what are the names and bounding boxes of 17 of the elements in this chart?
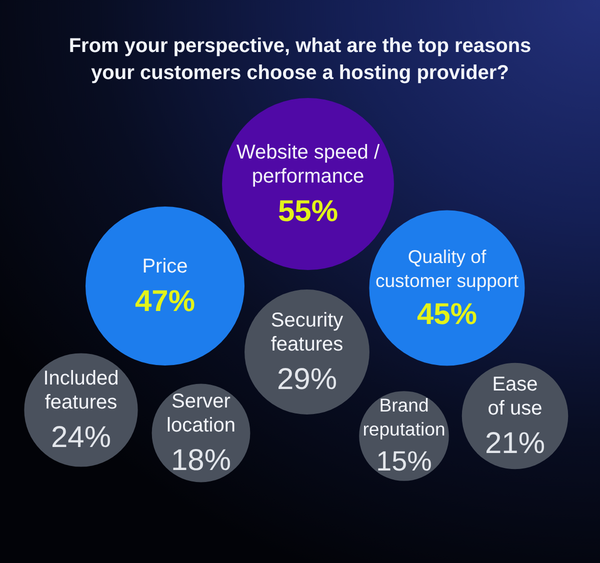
data-label: 55% xyxy=(278,194,338,228)
category-label: Website speed / performance xyxy=(236,141,380,188)
text: From your perspective, what are the top reasons your customers choose a hosting provider? xyxy=(68,35,532,84)
category-label: Security features xyxy=(270,309,344,356)
data-label: 24% xyxy=(50,420,112,454)
data-label: 47% xyxy=(134,284,196,318)
category-label: Brand reputation xyxy=(362,394,446,440)
data-label: 29% xyxy=(276,362,338,396)
category-label: Included features xyxy=(43,367,119,414)
data-label: 21% xyxy=(484,426,546,460)
data-label: 15% xyxy=(376,445,432,476)
category-label: Quality of customer support xyxy=(375,246,520,291)
category-label: Price xyxy=(142,255,188,278)
category-label: Ease of use xyxy=(488,373,542,420)
category-label: Server location xyxy=(166,390,236,436)
data-label: 18% xyxy=(170,444,232,477)
data-label: 45% xyxy=(416,298,478,332)
